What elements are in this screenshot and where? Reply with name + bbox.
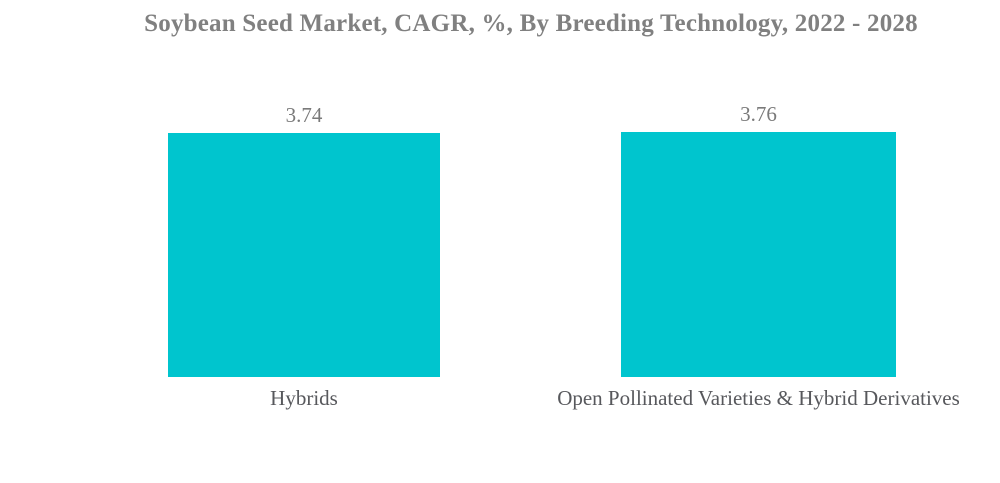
- category-label-hybrids: Hybrids: [270, 386, 338, 410]
- category-label-open-pollinated: Open Pollinated Varieties & Hybrid Deriv…: [557, 386, 960, 410]
- bar-group-hybrids: 3.74 Hybrids: [168, 102, 440, 410]
- chart-title: Soybean Seed Market, CAGR, %, By Breedin…: [144, 10, 918, 37]
- bar-group-open-pollinated: 3.76 Open Pollinated Varieties & Hybrid …: [557, 101, 960, 409]
- bar-open-pollinated[interactable]: [621, 132, 896, 377]
- bar-value-label-open-pollinated: 3.76: [740, 101, 777, 126]
- bar-hybrids[interactable]: [168, 133, 440, 377]
- bar-value-label-hybrids: 3.74: [285, 102, 323, 127]
